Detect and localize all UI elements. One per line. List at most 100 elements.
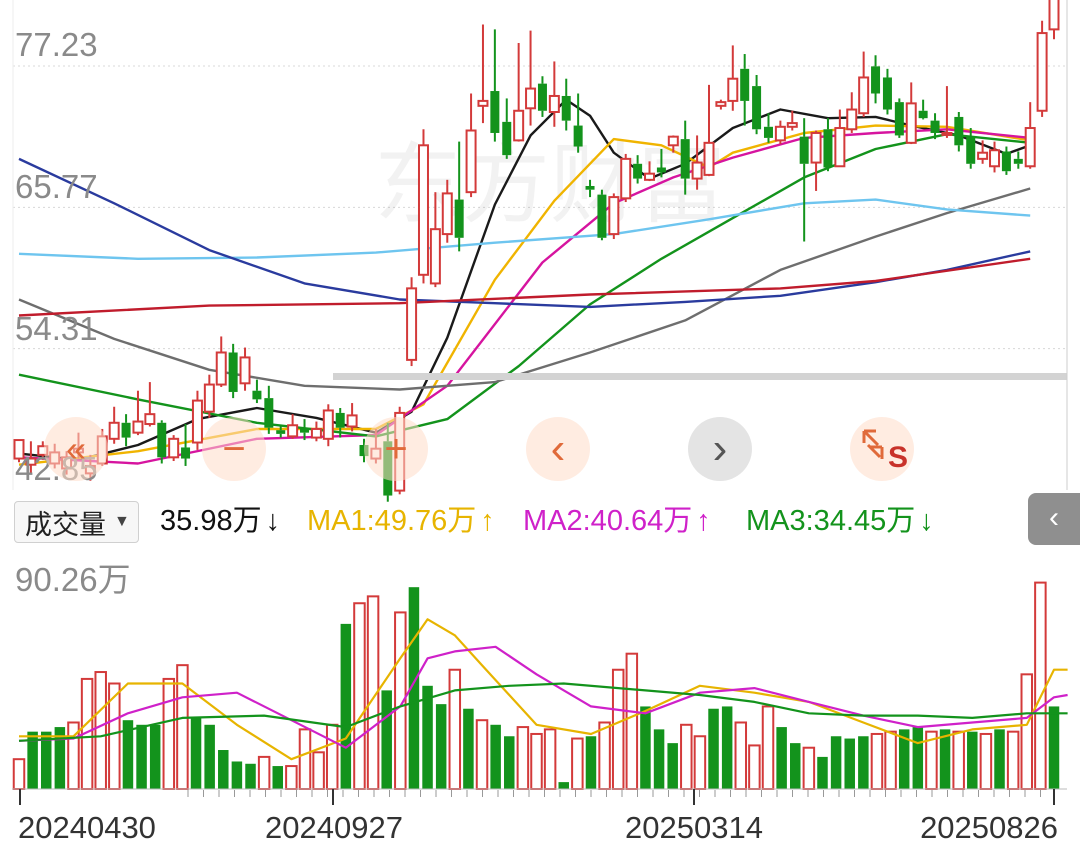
volume-ma-lines	[18, 618, 1068, 761]
volume-bar-down	[640, 706, 651, 789]
volume-bar-up	[680, 723, 693, 791]
candle-body-down	[454, 199, 464, 238]
volume-bar-down	[408, 587, 420, 789]
volume-bar-down	[190, 717, 202, 789]
candle-body-up	[108, 421, 120, 440]
date-label: 20240430	[18, 810, 156, 845]
ma-line-ma60	[18, 187, 1031, 391]
candle	[346, 403, 358, 432]
candle-body-down	[930, 120, 940, 133]
candle-body-up	[346, 414, 358, 428]
candle	[1001, 146, 1011, 175]
candle-body-down	[537, 83, 547, 111]
volume-bar-down	[204, 724, 215, 789]
caret-down-icon: ▼	[114, 513, 130, 530]
date-labels: 20240430 20240927 20250314 20250826	[18, 810, 1058, 845]
volume-bar-up	[94, 671, 107, 791]
candle-body-up	[1048, 0, 1060, 31]
volume-bar-down	[721, 706, 733, 789]
candle	[322, 404, 334, 447]
zoom-out-button[interactable]: −	[202, 417, 266, 481]
candle	[882, 68, 892, 115]
fullscreen-button[interactable]: S	[850, 417, 914, 481]
candle-body-down	[763, 126, 773, 138]
candle	[310, 421, 322, 442]
candle-body-up	[691, 161, 703, 180]
candle-body-down	[966, 136, 976, 164]
date-label: 20250314	[625, 810, 763, 845]
candle	[1036, 20, 1048, 117]
collapse-panel-button[interactable]: ‹	[1028, 493, 1080, 545]
candle	[786, 110, 798, 131]
candle	[417, 129, 429, 284]
candle-body-up	[203, 383, 215, 413]
volume-bar-up	[530, 732, 543, 790]
volume-bar-up	[162, 677, 176, 791]
candle-body-up	[525, 87, 537, 110]
chevron-left-icon: ‹	[1049, 501, 1059, 534]
volume-ma3-value: MA3:34.45万	[746, 505, 916, 537]
candle-body-up	[239, 356, 251, 385]
volume-bar-up	[571, 737, 584, 791]
volume-bar-up	[353, 602, 366, 790]
volume-bar-down	[27, 731, 38, 789]
date-ticks	[19, 789, 1055, 805]
candle	[810, 130, 822, 191]
volume-ma2-value: MA2:40.64万	[523, 505, 693, 537]
volume-bar-down	[844, 738, 855, 789]
next-button[interactable]: ›	[688, 417, 752, 481]
candle-body-down	[121, 422, 131, 438]
indicator-select[interactable]: 成交量 ▼	[14, 501, 139, 543]
candle-body-down	[228, 352, 238, 392]
candle-body-down	[680, 139, 690, 179]
candle-body-down	[656, 167, 666, 173]
candle	[740, 54, 750, 126]
prev-button[interactable]: ‹	[526, 417, 590, 481]
candle	[454, 141, 464, 252]
volume-ma2-line	[18, 645, 1068, 749]
candle	[894, 98, 904, 138]
candle	[25, 441, 37, 474]
candle-body-down	[954, 116, 964, 146]
candle-body-down	[157, 422, 167, 458]
candle	[871, 55, 881, 104]
candle	[644, 161, 656, 182]
price-axis-label: 65.77	[15, 168, 98, 205]
candle-body-up	[287, 424, 299, 438]
candle-body-down	[823, 129, 833, 168]
candlesticks	[13, 0, 1060, 502]
volume-bar-down	[381, 690, 392, 789]
candle	[703, 84, 715, 177]
volume-ma1-value: MA1:49.76万	[307, 505, 477, 537]
candle	[561, 78, 571, 131]
volume-bar-up	[1020, 673, 1034, 790]
candle-body-up	[715, 101, 727, 107]
zoom-in-button[interactable]: +	[364, 417, 428, 481]
minus-icon: −	[222, 426, 246, 471]
candle-body-up	[1024, 127, 1036, 168]
candle-body-up	[25, 457, 37, 466]
price-axis-label: 54.31	[15, 310, 98, 347]
candle	[276, 426, 286, 438]
volume-bar-up	[1034, 581, 1047, 790]
volume-bar-down	[898, 729, 910, 789]
candle-body-down	[740, 68, 750, 101]
candle	[215, 336, 227, 388]
candle-body-down	[335, 412, 345, 428]
volume-bar-up	[312, 751, 325, 791]
price-axis-label: 77.23	[15, 26, 98, 63]
volume-bars	[12, 581, 1060, 791]
candle	[680, 120, 690, 195]
candle	[941, 86, 953, 138]
candle-body-down	[276, 430, 286, 434]
volume-bar-up	[952, 730, 965, 791]
volume-bar-up	[298, 728, 312, 790]
candle	[335, 407, 345, 438]
volume-bar-down	[231, 761, 243, 789]
volume-ma1-arrow: ↑	[480, 505, 495, 537]
volume-bar-down	[708, 708, 719, 789]
rewind-button[interactable]: «	[44, 417, 108, 481]
chevron-right-icon: ›	[712, 424, 728, 473]
candle-body-up	[310, 427, 322, 439]
